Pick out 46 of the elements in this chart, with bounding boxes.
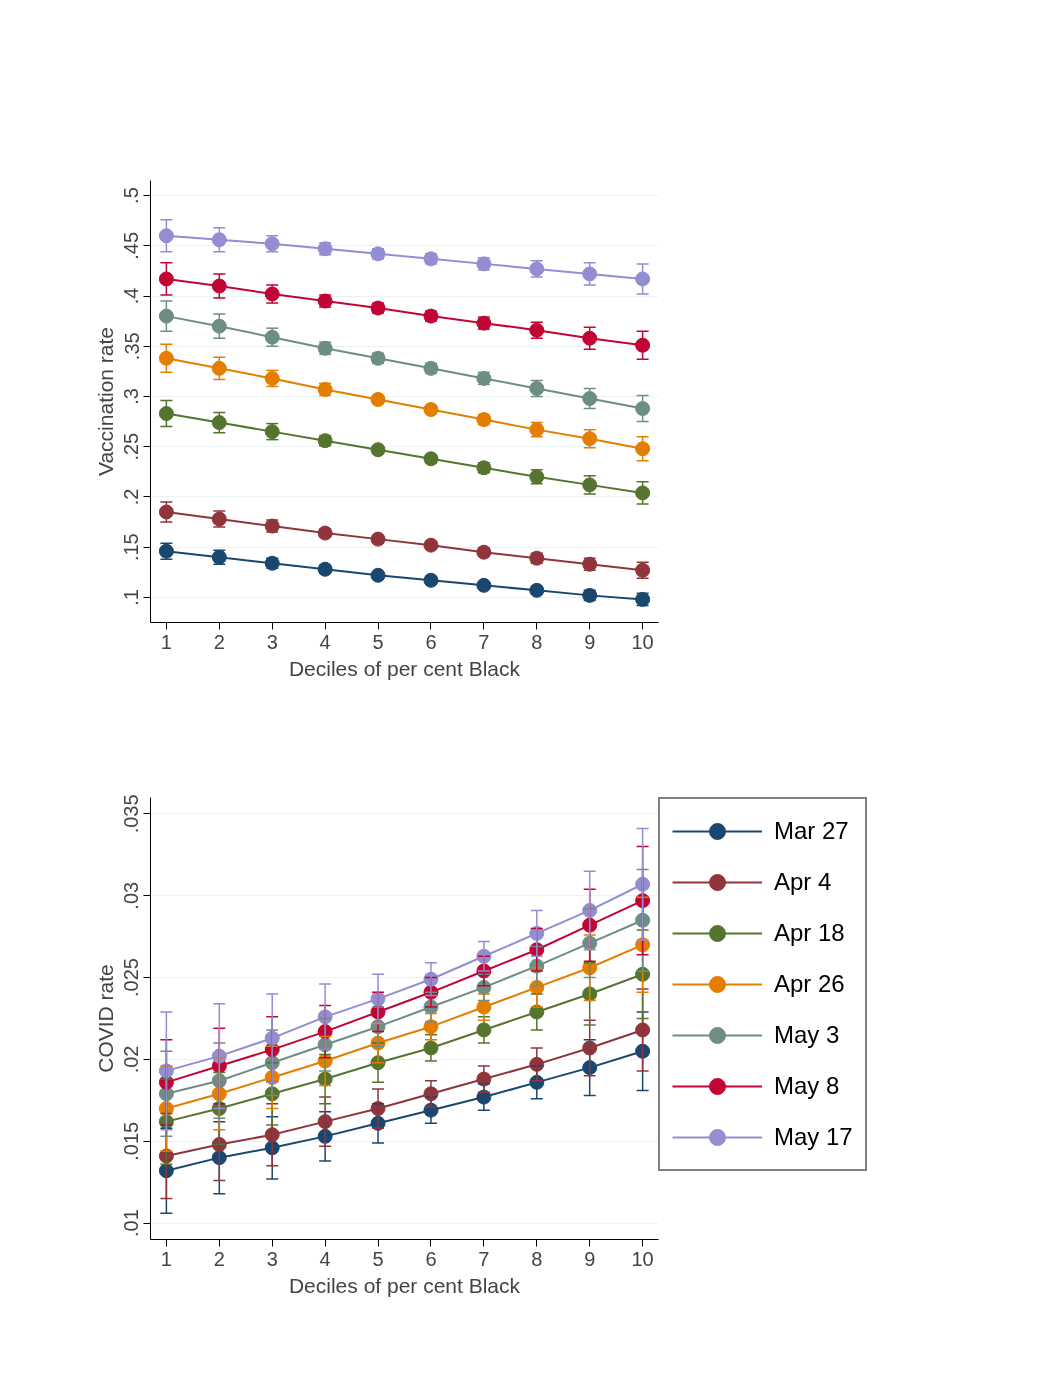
x-tick-label: 2	[213, 1247, 225, 1270]
legend-label: Apr 4	[774, 868, 832, 896]
y-tick-label: .2	[120, 488, 143, 506]
y-tick-label: .1	[120, 589, 143, 606]
y-tick-label: .45	[120, 231, 143, 260]
x-tick-label: 3	[266, 1247, 278, 1270]
y-tick-label: .01	[120, 1209, 143, 1238]
y-tick-label: .025	[120, 958, 143, 998]
y-tick-label: .02	[120, 1045, 143, 1074]
x-tick-label: 4	[319, 1247, 331, 1270]
y-tick-label: .35	[120, 332, 143, 361]
x-tick-label: 4	[319, 630, 331, 653]
x-tick-label: 8	[531, 630, 543, 653]
x-tick-label: 5	[372, 630, 384, 653]
x-tick-label: 10	[631, 630, 654, 653]
legend-label: Mar 27	[774, 817, 849, 845]
x-tick-label: 1	[160, 630, 172, 653]
y-tick-label: .015	[120, 1121, 143, 1161]
x-axis-title: Deciles of per cent Black	[288, 656, 521, 680]
x-tick-label: 6	[425, 1247, 437, 1270]
x-tick-label: 7	[478, 630, 490, 653]
x-axis-title: Deciles of per cent Black	[288, 1273, 521, 1297]
y-axis-title: Vaccination rate	[93, 326, 117, 477]
y-tick-label: .03	[120, 881, 143, 910]
x-tick-label: 1	[160, 1247, 172, 1270]
x-tick-label: 9	[584, 1247, 596, 1270]
legend-label: Apr 18	[774, 919, 845, 947]
y-tick-label: .25	[120, 432, 143, 461]
y-tick-label: .4	[120, 287, 143, 305]
legend-label: Apr 26	[774, 970, 845, 998]
x-tick-label: 2	[213, 630, 225, 653]
y-tick-label: .035	[120, 794, 143, 834]
x-tick-label: 3	[266, 630, 278, 653]
legend-label: May 8	[774, 1072, 840, 1100]
x-tick-label: 6	[425, 630, 437, 653]
legend-label: May 3	[774, 1021, 840, 1049]
y-axis-title: COVID rate	[93, 964, 117, 1073]
x-tick-label: 8	[531, 1247, 543, 1270]
x-tick-label: 9	[584, 630, 596, 653]
y-tick-label: .15	[120, 533, 143, 562]
x-tick-label: 7	[478, 1247, 490, 1270]
y-tick-label: .5	[120, 187, 143, 204]
y-tick-label: .3	[120, 388, 143, 405]
x-tick-label: 10	[631, 1247, 654, 1270]
legend-label: May 17	[774, 1123, 853, 1151]
x-tick-label: 5	[372, 1247, 384, 1270]
